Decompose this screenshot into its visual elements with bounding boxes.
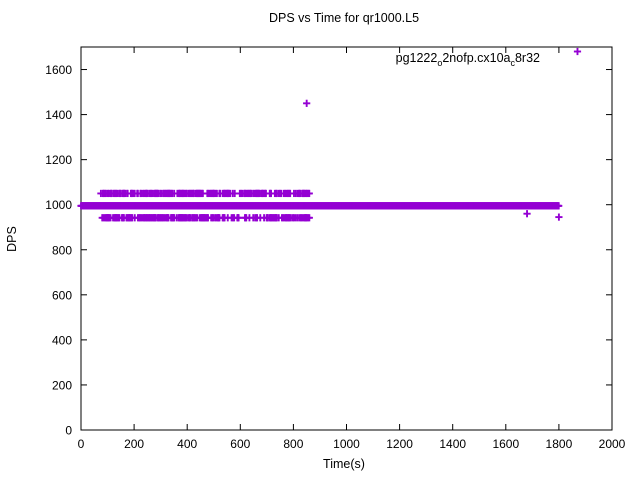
y-tick-label: 200 bbox=[52, 378, 72, 392]
x-axis-label: Time(s) bbox=[323, 457, 365, 471]
x-tick-label: 0 bbox=[78, 437, 85, 451]
chart-title: DPS vs Time for qr1000.L5 bbox=[269, 11, 419, 25]
legend-subscript-o: o bbox=[437, 58, 442, 68]
x-tick-label: 200 bbox=[124, 437, 144, 451]
x-tick-label: 2000 bbox=[599, 437, 626, 451]
legend-entry-label: pg1222o2nofp.cx10ac8r32 bbox=[396, 51, 540, 68]
data-point-marker bbox=[305, 189, 313, 198]
data-point-marker bbox=[305, 214, 313, 222]
data-point-marker bbox=[555, 213, 563, 221]
data-point-marker bbox=[303, 99, 311, 107]
y-axis-label: DPS bbox=[5, 226, 19, 252]
x-tick-label: 1800 bbox=[546, 437, 573, 451]
data-point-marker bbox=[523, 210, 531, 218]
y-tick-label: 400 bbox=[52, 333, 72, 347]
x-tick-label: 1600 bbox=[492, 437, 519, 451]
y-tick-label: 600 bbox=[52, 288, 72, 302]
x-tick-label: 1400 bbox=[439, 437, 466, 451]
x-tick-label: 400 bbox=[177, 437, 197, 451]
legend-part-b: 2nofp.cx10a bbox=[442, 51, 510, 65]
x-axis-ticks: 0 200 400 600 800 1000 1200 1400 1600 1800 2000 bbox=[78, 47, 626, 451]
data-point-marker bbox=[555, 202, 563, 210]
data-point-group bbox=[77, 47, 582, 222]
legend-part-c: 8r32 bbox=[515, 51, 540, 65]
legend-subscript-c: c bbox=[510, 58, 515, 68]
y-tick-label: 0 bbox=[65, 424, 72, 438]
x-tick-label: 600 bbox=[230, 437, 250, 451]
y-tick-label: 1200 bbox=[45, 153, 72, 167]
data-point-marker bbox=[573, 47, 582, 56]
y-axis-ticks: 0 200 400 600 800 1000 1200 1400 1600 bbox=[45, 63, 612, 438]
x-tick-label: 800 bbox=[283, 437, 303, 451]
x-tick-label: 1000 bbox=[333, 437, 360, 451]
plot-frame bbox=[80, 46, 613, 431]
y-tick-label: 1400 bbox=[45, 108, 72, 122]
data-point-marker bbox=[235, 214, 243, 222]
legend: pg1222o2nofp.cx10ac8r32 bbox=[396, 51, 540, 68]
x-tick-label: 1200 bbox=[386, 437, 413, 451]
y-tick-label: 1600 bbox=[45, 63, 72, 77]
y-tick-label: 1000 bbox=[45, 198, 72, 212]
legend-part-a: pg1222 bbox=[396, 51, 438, 65]
y-tick-label: 800 bbox=[52, 243, 72, 257]
